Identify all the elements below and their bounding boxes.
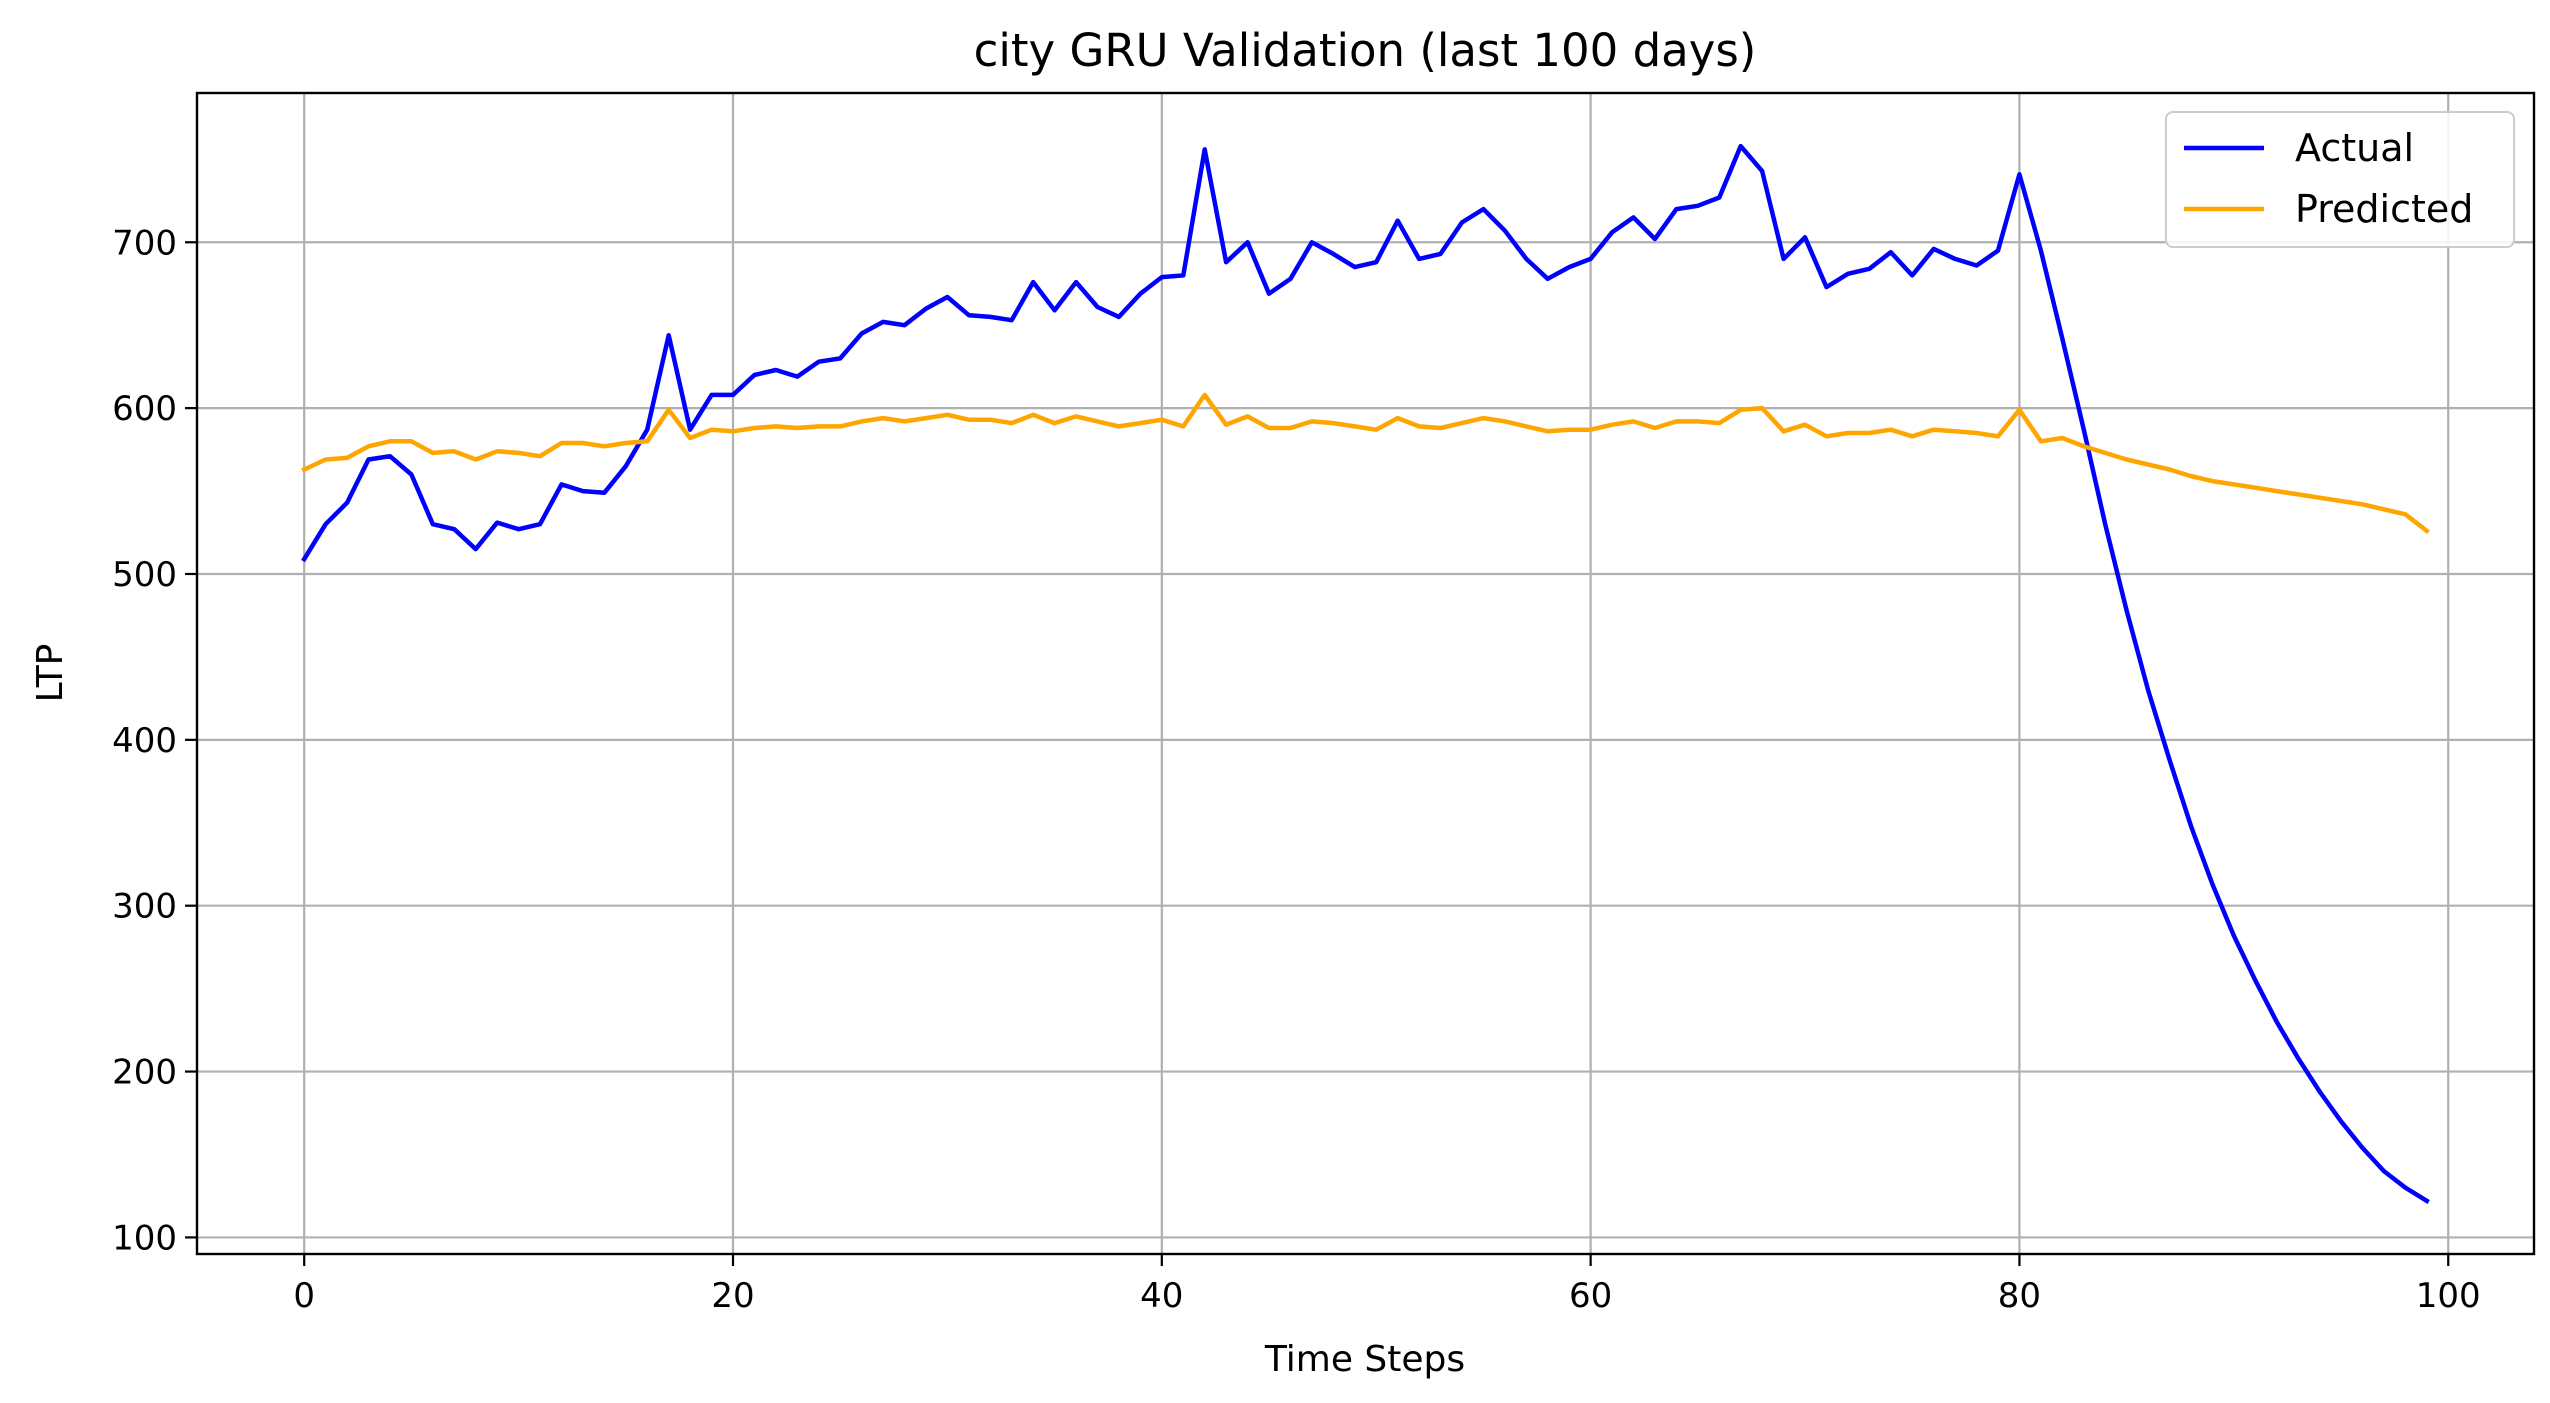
y-tick-label: 500 (112, 555, 177, 595)
plot-frame (195, 91, 2536, 1256)
x-tick-label: 20 (711, 1276, 754, 1316)
chart-title: city GRU Validation (last 100 days) (974, 24, 1757, 77)
grid-layer (197, 93, 2534, 1254)
x-tick-label: 0 (293, 1276, 315, 1316)
y-tick-label: 400 (112, 721, 177, 761)
legend-label-predicted: Predicted (2295, 187, 2473, 231)
x-tick-label: 100 (2416, 1276, 2481, 1316)
x-tick-label: 60 (1569, 1276, 1612, 1316)
y-tick-label: 700 (112, 223, 177, 263)
x-tick-label: 80 (1998, 1276, 2041, 1316)
y-tick-label: 600 (112, 389, 177, 429)
series-layer (301, 143, 2430, 1204)
y-tick-label: 100 (112, 1218, 177, 1258)
series-line-actual (301, 143, 2430, 1204)
x-tick-label: 40 (1140, 1276, 1183, 1316)
x-axis-label: Time Steps (1264, 1339, 1465, 1380)
tick-layer: 0 20 40 60 80 100 100 200 300 400 500 600 700 (112, 223, 2481, 1316)
y-axis-label: LTP (30, 644, 71, 703)
y-tick-label: 200 (112, 1053, 177, 1093)
legend-label-actual: Actual (2295, 126, 2414, 170)
y-tick-label: 300 (112, 887, 177, 927)
series-line-predicted (301, 392, 2430, 535)
legend: Actual Predicted (2165, 111, 2515, 248)
